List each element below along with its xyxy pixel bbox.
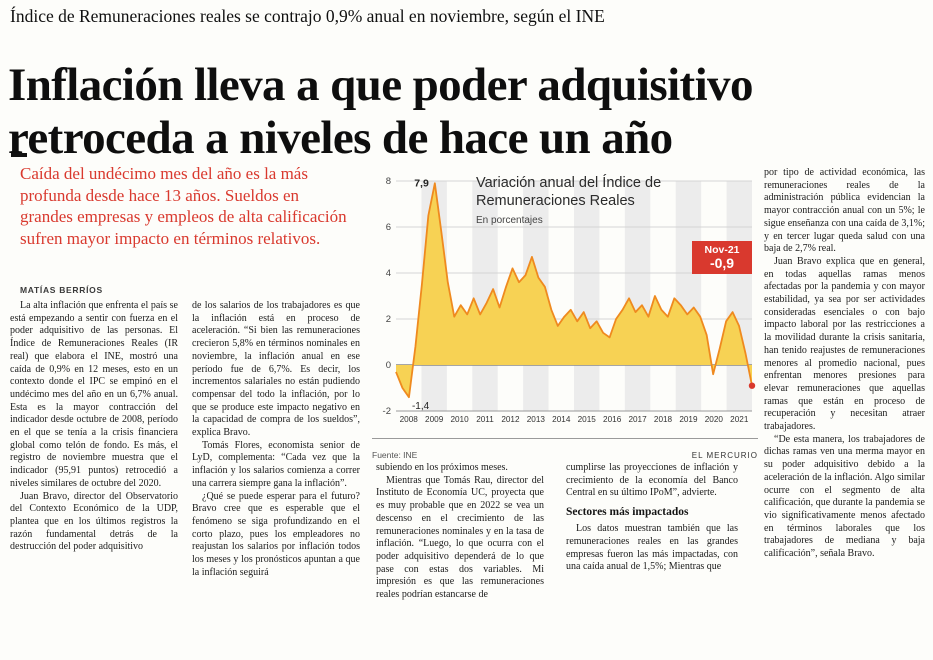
svg-text:2012: 2012	[501, 415, 520, 424]
svg-text:2020: 2020	[705, 415, 724, 424]
headline-line2: retroceda a niveles de hace un año	[8, 112, 673, 165]
column-paragraphs: cumplirse las proyecciones de inflación …	[566, 462, 738, 500]
paragraph: cumplirse las proyecciones de inflación …	[566, 462, 738, 499]
svg-text:2014: 2014	[552, 415, 571, 424]
body-column-3: subiendo en los próximos meses. Mientras …	[376, 462, 544, 656]
paragraph: “De esta manera, los trabajadores de dic…	[764, 433, 925, 560]
column-paragraphs: por tipo de actividad económica, las rem…	[764, 167, 925, 561]
remunerations-chart-svg: 2008 2009 2010 2011 2012 2013 2014 2015 2016 2017…	[383, 176, 756, 424]
paragraph: La alta inflación que enfrenta el país s…	[10, 300, 178, 489]
svg-text:6: 6	[386, 222, 391, 233]
svg-text:2013: 2013	[527, 415, 546, 424]
column-paragraphs: de los salarios de los trabajadores es q…	[192, 300, 360, 579]
kicker-headline: Índice de Remuneraciones reales se contr…	[10, 6, 605, 26]
chart-subtitle: En porcentajes	[476, 215, 543, 226]
svg-text:2: 2	[386, 314, 391, 325]
body-column-2: de los salarios de los trabajadores es q…	[192, 300, 360, 656]
byline: MATÍAS BERRÍOS	[20, 285, 103, 295]
paragraph: Mientras que Tomás Rau, director del Ins…	[376, 474, 544, 601]
svg-text:-2: -2	[383, 406, 391, 417]
svg-text:2015: 2015	[578, 415, 597, 424]
paragraph: subiendo en los próximos meses.	[376, 462, 508, 473]
svg-text:2018: 2018	[654, 415, 673, 424]
section-rule	[11, 153, 27, 157]
body-column-4: cumplirse las proyecciones de inflación …	[566, 462, 738, 656]
svg-text:2016: 2016	[603, 415, 622, 424]
svg-text:8: 8	[386, 176, 391, 187]
subhead-sectores: Sectores más impactados	[566, 506, 689, 519]
svg-text:2019: 2019	[679, 415, 698, 424]
chart-title: Variación anual del Índice de Remuneraci…	[476, 175, 662, 209]
badge-value: -0,9	[709, 255, 735, 271]
headline-line1: Inflación lleva a que poder adquisitivo	[8, 59, 753, 112]
svg-text:2021: 2021	[730, 415, 749, 424]
paragraph: Juan Bravo, director del Observatorio de…	[10, 490, 178, 553]
column-paragraphs: Los datos muestran también que las remun…	[566, 523, 738, 574]
chart-panel: 2008 2009 2010 2011 2012 2013 2014 2015 2016 2017…	[372, 165, 758, 460]
svg-text:2009: 2009	[425, 415, 444, 424]
svg-text:2008: 2008	[400, 415, 419, 424]
svg-text:4: 4	[386, 268, 391, 279]
svg-text:7,9: 7,9	[414, 177, 429, 189]
main-headline: Inflación lleva a que poder adquisitivo …	[8, 59, 930, 165]
svg-text:-1,4: -1,4	[412, 401, 430, 412]
chart-footer: Fuente: INE EL MERCURIO	[372, 438, 758, 460]
paragraph: Los datos muestran también que las remun…	[566, 523, 738, 573]
chart-source: Fuente: INE	[372, 450, 418, 460]
column-paragraphs: La alta inflación que enfrenta el país s…	[10, 300, 178, 554]
column-paragraphs: subiendo en los próximos meses. Mientras …	[376, 462, 544, 602]
publisher-credit: EL MERCURIO	[691, 451, 758, 460]
paragraph: por tipo de actividad económica, las rem…	[764, 167, 925, 255]
paragraph: ¿Qué se puede esperar para el futuro? Br…	[192, 490, 360, 578]
svg-text:0: 0	[386, 360, 391, 371]
latest-value-badge: Nov-21 -0,9	[692, 241, 752, 274]
svg-text:2011: 2011	[476, 415, 494, 424]
deck-summary: Caída del undécimo mes del año es la más…	[20, 164, 347, 248]
paragraph: Tomás Flores, economista senior de LyD, …	[192, 439, 360, 489]
paragraph: de los salarios de los trabajadores es q…	[192, 300, 360, 439]
body-column-5: por tipo de actividad económica, las rem…	[764, 167, 925, 656]
paragraph: Juan Bravo explica que en general, en to…	[764, 255, 925, 433]
svg-text:2010: 2010	[450, 415, 469, 424]
body-column-1: La alta inflación que enfrenta el país s…	[10, 300, 178, 656]
badge-period: Nov-21	[704, 244, 740, 256]
svg-text:2017: 2017	[628, 415, 647, 424]
